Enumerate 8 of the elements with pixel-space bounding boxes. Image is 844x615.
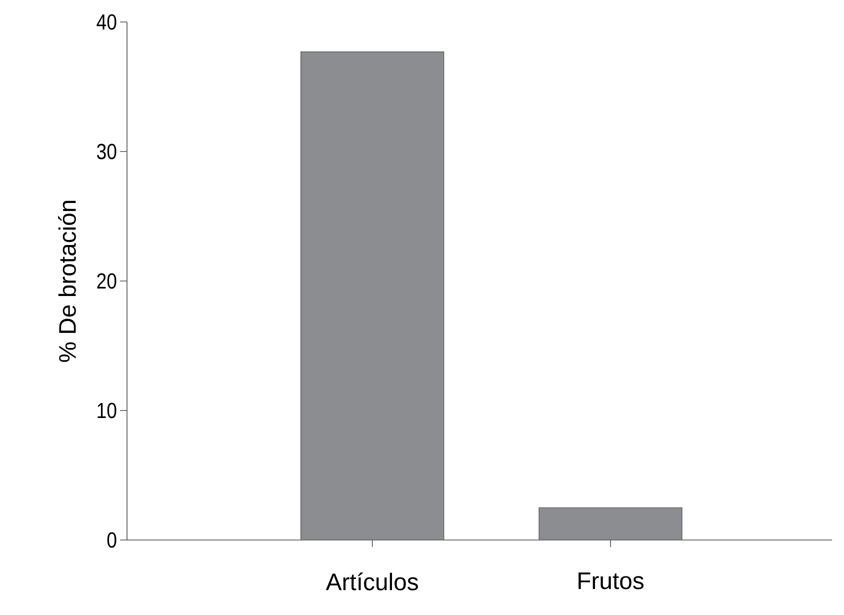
x-tick-label: Frutos — [578, 572, 644, 590]
y-tick-label: 40 — [96, 14, 116, 30]
x-tick-label: Artículos — [326, 572, 418, 590]
y-tick-label: 20 — [97, 273, 116, 289]
y-tick-label: 30 — [96, 144, 116, 160]
y-tick-label: 10 — [98, 402, 116, 418]
y-tick-label: 0 — [107, 532, 116, 548]
y-axis-title: % De brotación — [58, 200, 76, 362]
